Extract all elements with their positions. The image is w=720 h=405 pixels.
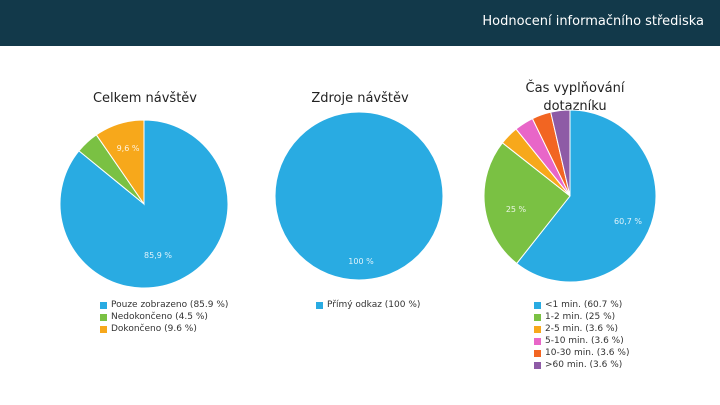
legend-label: 5-10 min. (3.6 %) [545, 336, 624, 346]
slice-1-2-min [483, 142, 571, 265]
slice-finished [95, 119, 145, 206]
legend-visits: Pouze zobrazeno (85.9 %) Nedokončeno (4.5… [100, 299, 228, 335]
slice-only-viewed-label: 85,9 % [144, 251, 172, 260]
legend-swatch [534, 301, 541, 309]
legend-label: Dokončeno (9.6 %) [111, 324, 197, 334]
legend-swatch [316, 301, 323, 309]
legend-item: Dokončeno (9.6 %) [100, 323, 228, 335]
legend-item: 1-2 min. (25 %) [534, 311, 629, 323]
slice-direct-link-label: 100 % [348, 257, 374, 266]
legend-label: Přímý odkaz (100 %) [327, 300, 421, 310]
legend-item: <1 min. (60.7 %) [534, 299, 629, 311]
legend-label: Nedokončeno (4.5 %) [111, 312, 208, 322]
legend-swatch [534, 349, 541, 357]
legend-item: Pouze zobrazeno (85.9 %) [100, 299, 228, 311]
legend-label: <1 min. (60.7 %) [545, 300, 623, 310]
slice-direct-link [274, 111, 444, 281]
legend-item: Nedokončeno (4.5 %) [100, 311, 228, 323]
legend-swatch [534, 361, 541, 369]
legend-item: Přímý odkaz (100 %) [316, 299, 420, 311]
legend-duration: <1 min. (60.7 %) 1-2 min. (25 %) 2-5 min. … [534, 299, 629, 371]
legend-item: >60 min. (3.6 %) [534, 359, 629, 371]
page-title: Hodnocení informačního střediska [482, 14, 704, 29]
slice-1-2-min-label: 25 % [506, 205, 527, 214]
legend-swatch [100, 313, 107, 321]
header-bar: Hodnocení informačního střediska [0, 0, 720, 46]
legend-item: 2-5 min. (3.6 %) [534, 323, 629, 335]
legend-label: 1-2 min. (25 %) [545, 312, 616, 322]
legend-item: 5-10 min. (3.6 %) [534, 335, 629, 347]
legend-label: 2-5 min. (3.6 %) [545, 324, 619, 334]
slice-under-1-min [515, 109, 657, 283]
legend-label: >60 min. (3.6 %) [545, 360, 623, 370]
legend-swatch [534, 325, 541, 333]
chart-title-visits: Celkem návštěv [92, 91, 197, 106]
slice-under-1-min-label: 60,7 % [614, 217, 642, 226]
legend-label: 10-30 min. (3.6 %) [545, 348, 630, 358]
legend-swatch [534, 313, 541, 321]
slice-finished-label: 9,6 % [117, 144, 140, 153]
legend-swatch [100, 301, 107, 309]
legend-item: 10-30 min. (3.6 %) [534, 347, 629, 359]
legend-swatch [100, 325, 107, 333]
legend-sources: Přímý odkaz (100 %) [316, 299, 420, 311]
legend-swatch [534, 337, 541, 345]
legend-label: Pouze zobrazeno (85.9 %) [111, 300, 229, 310]
chart-title-sources: Zdroje návštěv [311, 91, 409, 106]
slice-over-60-min [550, 109, 571, 197]
